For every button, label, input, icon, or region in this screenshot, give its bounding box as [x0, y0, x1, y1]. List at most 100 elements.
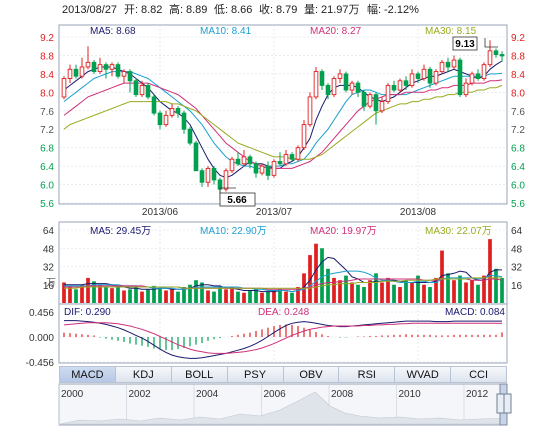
price-tick-right: 6.0: [511, 181, 525, 192]
price-x-axis: 2013/06 2013/07 2013/08: [142, 207, 437, 218]
candle: [403, 76, 409, 91]
volume-label: 量:: [304, 3, 318, 16]
volume-bar: [86, 277, 90, 303]
candle-body: [433, 71, 439, 84]
candle: [277, 152, 283, 167]
tab-obv[interactable]: OBV: [283, 366, 340, 383]
volume-y-axis: 64 64 48 48 32 32 16 16: [43, 226, 523, 292]
volume-bar: [266, 291, 270, 303]
tab-psy[interactable]: PSY: [227, 366, 284, 383]
volume-bar: [170, 289, 174, 303]
price-tick-right: 9.2: [511, 33, 525, 44]
volume-bar: [128, 289, 132, 303]
tab-rsi[interactable]: RSI: [339, 366, 396, 383]
candle-body: [403, 80, 409, 86]
candle-body: [211, 167, 217, 181]
candle: [127, 69, 133, 93]
macd-dea-line: [63, 322, 503, 354]
tab-boll[interactable]: BOLL: [171, 366, 228, 383]
candle-body: [229, 158, 235, 172]
candle-body: [349, 82, 355, 91]
candle: [469, 71, 475, 86]
volume-bar: [314, 243, 318, 303]
candle-body: [205, 167, 211, 183]
candle-body: [391, 84, 397, 91]
candle-body: [253, 163, 259, 174]
volume-legend: MA5: 29.45万 MA10: 22.90万 MA20: 19.97万 MA30:…: [90, 226, 492, 237]
candle: [97, 57, 103, 74]
candle-body: [145, 84, 151, 98]
volume-bar: [98, 284, 102, 303]
candle: [199, 168, 205, 187]
candle-body: [487, 50, 493, 66]
volume-bar: [224, 289, 228, 303]
volume-bar: [326, 268, 330, 303]
volume-tick-right: 48: [511, 244, 523, 255]
candle: [451, 55, 457, 70]
open-label: 开:: [124, 4, 138, 16]
candle: [445, 57, 451, 72]
candle: [67, 64, 73, 84]
candle: [331, 76, 337, 97]
macd-legend-entry: MACD: 0.084: [445, 307, 505, 318]
candle: [415, 71, 421, 84]
candle: [175, 106, 181, 118]
indicator-tabs: MACD KDJ BOLL PSY OBV RSI WVAD CCI: [59, 366, 507, 383]
macd-dif-line: [64, 320, 502, 359]
tab-cci[interactable]: CCI: [451, 366, 507, 383]
volume-bar: [116, 285, 120, 303]
candle: [259, 163, 265, 176]
volume-tick-right: 16: [511, 281, 523, 292]
candle: [73, 64, 79, 79]
price-tick-right: 5.6: [511, 199, 525, 210]
candle-body: [283, 154, 289, 165]
candle-body: [265, 165, 271, 176]
candle-body: [463, 82, 469, 96]
candle: [439, 60, 445, 74]
candle: [355, 80, 361, 97]
tab-wvad[interactable]: WVAD: [395, 366, 452, 383]
close-label: 收:: [259, 2, 273, 16]
volume-ma30-line: [64, 277, 502, 289]
volume-bar: [284, 291, 288, 303]
volume-bar: [386, 277, 390, 303]
tab-kdj[interactable]: KDJ: [115, 366, 172, 383]
candle: [457, 57, 463, 97]
volume-tick-right: 32: [511, 263, 523, 274]
candle-body: [175, 108, 181, 114]
candle-body: [427, 68, 433, 84]
navigator-left-handle[interactable]: [496, 393, 505, 414]
volume-bar: [488, 239, 492, 303]
candle: [361, 90, 367, 111]
volume-bar: [230, 287, 234, 303]
candle-body: [235, 158, 241, 165]
volume-bar: [164, 290, 168, 303]
volume-bar: [458, 275, 462, 303]
candle-body: [301, 124, 307, 149]
volume-unit: 万: [46, 278, 56, 289]
candle: [109, 62, 115, 77]
macd-legend-entry: DEA: 0.248: [258, 307, 310, 318]
price-panel: [58, 24, 508, 205]
candle-body: [385, 84, 391, 103]
candle: [265, 161, 271, 180]
candle: [409, 69, 415, 88]
volume-bar: [254, 289, 258, 303]
navigator-right-handle[interactable]: [503, 393, 512, 414]
volume-bar: [122, 290, 126, 303]
volume-bar: [350, 282, 354, 303]
candle-body: [157, 112, 163, 126]
price-x-tick: 2013/06: [142, 207, 179, 218]
navigator-year-label: 2010: [399, 389, 422, 400]
candle-body: [373, 94, 379, 112]
candle-body: [181, 112, 187, 130]
volume-bar: [290, 292, 294, 303]
price-tick-right: 8.8: [511, 51, 525, 62]
candle-body: [499, 54, 505, 57]
candle-body: [439, 61, 445, 73]
candle-body: [133, 80, 139, 96]
price-ma10-line: [63, 71, 503, 169]
tab-macd[interactable]: MACD: [59, 366, 116, 383]
volume-bar: [368, 280, 372, 303]
candle-body: [409, 73, 415, 86]
